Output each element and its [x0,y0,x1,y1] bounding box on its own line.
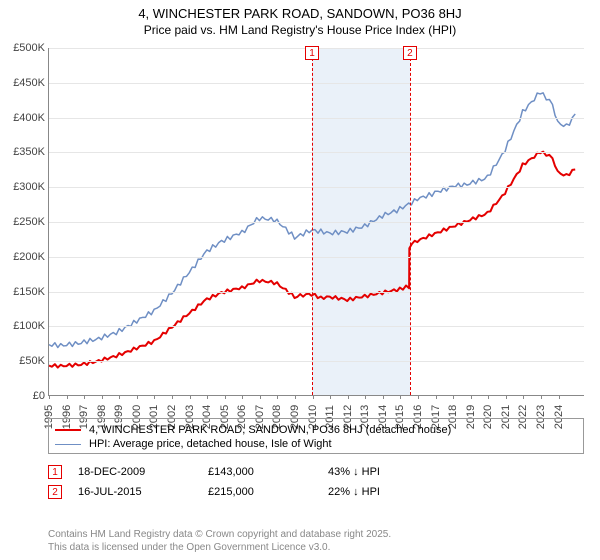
y-axis-label: £100K [1,320,45,332]
y-axis-label: £50K [1,355,45,367]
transaction-date: 18-DEC-2009 [78,466,208,478]
chart-marker: 2 [403,46,417,60]
footer-line: This data is licensed under the Open Gov… [48,542,584,555]
chart-marker: 1 [305,46,319,60]
legend-row: HPI: Average price, detached house, Isle… [55,437,577,451]
transaction-date: 16-JUL-2015 [78,486,208,498]
transaction-marker: 1 [48,465,62,479]
transaction-pct: 22% ↓ HPI [328,486,584,498]
legend: 4, WINCHESTER PARK ROAD, SANDOWN, PO36 8… [48,418,584,454]
legend-swatch [55,444,81,445]
y-axis-label: £150K [1,286,45,298]
chart-area: £0£50K£100K£150K£200K£250K£300K£350K£400… [48,48,584,396]
transaction-price: £143,000 [208,466,328,478]
y-axis-label: £200K [1,251,45,263]
transactions: 1 18-DEC-2009 £143,000 43% ↓ HPI 2 16-JU… [48,462,584,502]
transaction-marker: 2 [48,485,62,499]
y-axis-label: £300K [1,181,45,193]
chart-title: 4, WINCHESTER PARK ROAD, SANDOWN, PO36 8… [0,0,600,21]
y-axis-label: £450K [1,77,45,89]
transaction-price: £215,000 [208,486,328,498]
y-axis-label: £500K [1,42,45,54]
y-axis-label: £250K [1,216,45,228]
legend-swatch [55,429,81,431]
legend-label: 4, WINCHESTER PARK ROAD, SANDOWN, PO36 8… [89,424,451,436]
transaction-pct: 43% ↓ HPI [328,466,584,478]
y-axis-label: £0 [1,390,45,402]
legend-row: 4, WINCHESTER PARK ROAD, SANDOWN, PO36 8… [55,423,577,437]
plot: £0£50K£100K£150K£200K£250K£300K£350K£400… [48,48,584,396]
footer: Contains HM Land Registry data © Crown c… [48,529,584,554]
legend-label: HPI: Average price, detached house, Isle… [89,438,332,450]
y-axis-label: £400K [1,112,45,124]
y-axis-label: £350K [1,146,45,158]
footer-line: Contains HM Land Registry data © Crown c… [48,529,584,542]
transaction-row: 1 18-DEC-2009 £143,000 43% ↓ HPI [48,462,584,482]
transaction-row: 2 16-JUL-2015 £215,000 22% ↓ HPI [48,482,584,502]
chart-container: 4, WINCHESTER PARK ROAD, SANDOWN, PO36 8… [0,0,600,560]
chart-subtitle: Price paid vs. HM Land Registry's House … [0,21,600,37]
